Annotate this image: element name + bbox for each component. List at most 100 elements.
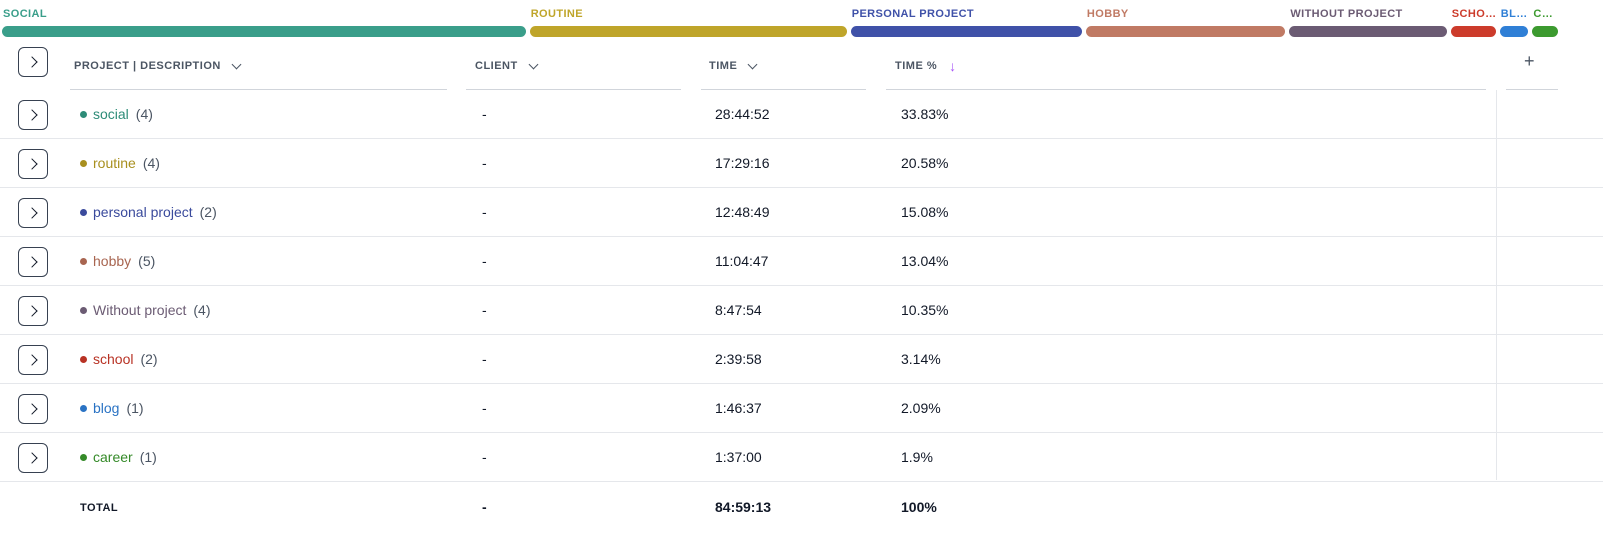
project-name[interactable]: blog (93, 400, 120, 416)
header-divider (701, 89, 866, 90)
client-cell: - (482, 155, 487, 171)
distribution-segment-bar (1289, 26, 1447, 37)
column-header-time[interactable]: TIME (709, 57, 758, 75)
column-header-time-pct[interactable]: TIME % ↓ (895, 57, 957, 75)
time-cell: 1:46:37 (715, 400, 762, 416)
table-row[interactable]: career (1) - 1:37:00 1.9% (0, 433, 1603, 482)
header-divider (466, 89, 681, 90)
distribution-segment-label: SCHOOL (1451, 8, 1498, 20)
project-cell[interactable]: routine (4) (80, 155, 160, 171)
expand-row-button[interactable] (18, 443, 48, 473)
project-cell[interactable]: social (4) (80, 106, 153, 122)
time-pct-cell: 2.09% (901, 400, 941, 416)
distribution-segment-label: WITHOUT PROJECT (1290, 8, 1403, 20)
row-divider (0, 236, 1603, 237)
time-pct-cell: 33.83% (901, 106, 949, 122)
distribution-segment-blog[interactable]: BLOG (1498, 0, 1530, 40)
project-color-dot (80, 355, 87, 363)
distribution-segment-bar (1450, 26, 1496, 37)
project-name[interactable]: personal project (93, 204, 193, 220)
chevron-right-icon (25, 207, 38, 219)
project-name[interactable]: hobby (93, 253, 132, 269)
project-name[interactable]: career (93, 449, 133, 465)
project-cell[interactable]: Without project (4) (80, 302, 211, 318)
column-header-client[interactable]: CLIENT (475, 57, 539, 75)
time-pct-cell: 10.35% (901, 302, 949, 318)
project-cell[interactable]: school (2) (80, 351, 158, 367)
client-cell: - (482, 253, 487, 269)
table-row[interactable]: routine (4) - 17:29:16 20.58% (0, 139, 1603, 188)
row-divider (0, 432, 1603, 433)
project-color-dot (80, 159, 87, 167)
entry-count: (2) (199, 204, 217, 220)
project-color-dot (80, 453, 87, 461)
chevron-right-icon (25, 403, 38, 415)
time-cell: 28:44:52 (715, 106, 770, 122)
time-cell: 8:47:54 (715, 302, 762, 318)
project-distribution-bar: SOCIAL ROUTINE PERSONAL PROJECT HOBBY WITHOU… (0, 0, 1603, 40)
project-name[interactable]: routine (93, 155, 136, 171)
distribution-segment-personal-project[interactable]: PERSONAL PROJECT (849, 0, 1084, 40)
distribution-segment-school[interactable]: SCHOOL (1449, 0, 1498, 40)
project-cell[interactable]: blog (1) (80, 400, 144, 416)
chevron-right-icon (25, 452, 38, 464)
project-color-dot (80, 306, 87, 314)
project-color-dot (80, 208, 87, 216)
distribution-segment-without-project[interactable]: WITHOUT PROJECT (1287, 0, 1448, 40)
distribution-segment-bar (1085, 26, 1286, 37)
column-header-project-label: PROJECT | DESCRIPTION (74, 60, 221, 72)
projects-table: PROJECT | DESCRIPTION CLIENT TIME TIME %… (0, 40, 1603, 547)
row-divider (0, 285, 1603, 286)
entry-count: (4) (193, 302, 211, 318)
entry-count: (4) (135, 106, 153, 122)
client-cell: - (482, 204, 487, 220)
project-cell[interactable]: career (1) (80, 449, 157, 465)
chevron-right-icon (25, 158, 38, 170)
chevron-down-icon (747, 59, 758, 69)
distribution-segment-bar (529, 26, 847, 37)
expand-row-button[interactable] (18, 149, 48, 179)
table-row[interactable]: blog (1) - 1:46:37 2.09% (0, 384, 1603, 433)
column-header-time-label: TIME (709, 60, 738, 72)
table-row[interactable]: personal project (2) - 12:48:49 15.08% (0, 188, 1603, 237)
total-time: 84:59:13 (715, 499, 772, 515)
project-color-dot (80, 110, 87, 118)
column-header-time-pct-label: TIME % (895, 60, 938, 72)
header-divider (70, 89, 447, 90)
distribution-segment-label: CAREER (1533, 8, 1560, 20)
row-divider (0, 334, 1603, 335)
time-pct-cell: 13.04% (901, 253, 949, 269)
client-cell: - (482, 302, 487, 318)
table-header: PROJECT | DESCRIPTION CLIENT TIME TIME %… (0, 40, 1603, 90)
sort-descending-icon: ↓ (949, 58, 957, 74)
add-column-button[interactable]: + (1524, 51, 1535, 71)
distribution-segment-career[interactable]: CAREER (1530, 0, 1560, 40)
expand-row-button[interactable] (18, 247, 48, 277)
time-cell: 17:29:16 (715, 155, 770, 171)
expand-row-button[interactable] (18, 100, 48, 130)
expand-row-button[interactable] (18, 198, 48, 228)
project-name[interactable]: Without project (93, 302, 187, 318)
expand-row-button[interactable] (18, 296, 48, 326)
table-row[interactable]: hobby (5) - 11:04:47 13.04% (0, 237, 1603, 286)
expand-row-button[interactable] (18, 394, 48, 424)
chevron-right-icon (25, 354, 38, 366)
client-cell: - (482, 400, 487, 416)
expand-row-button[interactable] (18, 345, 48, 375)
project-cell[interactable]: personal project (2) (80, 204, 217, 220)
project-name[interactable]: school (93, 351, 134, 367)
client-cell: - (482, 106, 487, 122)
column-header-project[interactable]: PROJECT | DESCRIPTION (74, 57, 242, 75)
distribution-segment-routine[interactable]: ROUTINE (528, 0, 849, 40)
table-row[interactable]: Without project (4) - 8:47:54 10.35% (0, 286, 1603, 335)
expand-all-button[interactable] (18, 47, 48, 77)
project-cell[interactable]: hobby (5) (80, 253, 155, 269)
table-row[interactable]: social (4) - 28:44:52 33.83% (0, 90, 1603, 139)
distribution-segment-hobby[interactable]: HOBBY (1084, 0, 1287, 40)
table-row[interactable]: school (2) - 2:39:58 3.14% (0, 335, 1603, 384)
chevron-down-icon (528, 59, 539, 69)
time-cell: 2:39:58 (715, 351, 762, 367)
project-name[interactable]: social (93, 106, 129, 122)
distribution-segment-social[interactable]: SOCIAL (0, 0, 528, 40)
project-color-dot (80, 257, 87, 265)
